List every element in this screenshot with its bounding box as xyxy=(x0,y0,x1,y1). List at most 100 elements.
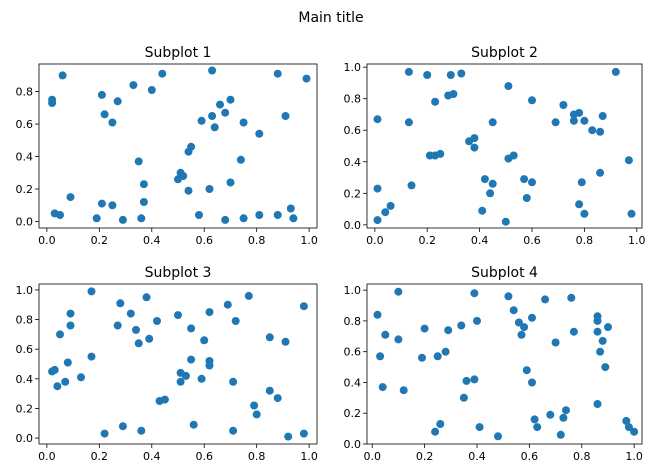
x-tick: 0.0 xyxy=(366,228,384,247)
scatter-point xyxy=(187,324,196,333)
scatter-point xyxy=(273,394,282,403)
scatter-point xyxy=(449,90,458,98)
scatter-point xyxy=(58,71,67,80)
scatter-point xyxy=(404,118,413,127)
scatter-point xyxy=(216,100,224,109)
scatter-point xyxy=(622,416,631,425)
x-tick: 0.2 xyxy=(91,228,109,247)
scatter-point xyxy=(158,69,167,78)
scatter-point xyxy=(630,427,639,436)
scatter-point xyxy=(522,194,531,202)
scatter-point xyxy=(475,423,484,432)
x-tick-label: 0.4 xyxy=(468,450,486,463)
scatter-point xyxy=(444,326,453,335)
scatter-point xyxy=(528,178,536,187)
scatter-point xyxy=(567,293,576,302)
scatter-point xyxy=(569,116,578,125)
scatter-point xyxy=(601,363,610,372)
scatter-point xyxy=(598,336,607,345)
scatter-point xyxy=(596,127,605,136)
scatter-point xyxy=(556,430,565,439)
scatter-point xyxy=(97,90,106,99)
scatter-point xyxy=(501,217,510,226)
x-tick-label: 0.2 xyxy=(91,450,109,463)
x-tick-label: 1.0 xyxy=(300,450,318,463)
scatter-point xyxy=(528,313,536,322)
y-tick: 1.0 xyxy=(344,284,367,297)
y-tick: 0.6 xyxy=(16,343,39,356)
x-tick: 0.2 xyxy=(91,444,109,463)
subplot-title: Subplot 4 xyxy=(471,265,538,281)
scatter-point xyxy=(48,95,57,104)
scatter-point xyxy=(559,101,568,109)
x-tick-label: 0.4 xyxy=(471,234,489,247)
y-tick: 0.2 xyxy=(16,183,39,196)
scatter-point xyxy=(551,338,560,347)
scatter-point xyxy=(289,214,298,223)
y-tick: 0.2 xyxy=(344,187,367,200)
scatter-point xyxy=(504,292,513,301)
scatter-point xyxy=(494,432,502,441)
scatter-point xyxy=(221,108,230,117)
x-tick-label: 1.0 xyxy=(300,234,318,247)
x-tick: 0.6 xyxy=(523,228,541,247)
y-tick-label: 0.6 xyxy=(344,346,362,359)
x-tick-label: 0.0 xyxy=(363,450,381,463)
scatter-points xyxy=(373,67,636,226)
scatter-point xyxy=(399,386,408,395)
scatter-point xyxy=(593,312,602,321)
scatter-point xyxy=(431,97,440,106)
x-tick: 0.4 xyxy=(468,444,486,463)
scatter-point xyxy=(63,358,72,367)
scatter-points xyxy=(48,287,308,441)
x-tick: 0.0 xyxy=(363,444,381,463)
y-tick: 0.2 xyxy=(16,402,39,415)
scatter-point xyxy=(470,134,479,143)
subplot-2: Subplot 2 0.0 0.2 0.4 0.6 0.8 1.0 0.0 0.2 0.4 0.6 0… xyxy=(344,45,646,247)
scatter-point xyxy=(139,198,148,206)
scatter-point xyxy=(160,395,169,404)
y-tick-label: 0.0 xyxy=(344,219,362,232)
scatter-point xyxy=(381,330,390,339)
subplot-3: Subplot 3 0.0 0.2 0.4 0.6 0.8 1.0 0.0 0.2 0.4 0.6 0… xyxy=(16,265,318,463)
y-tick-label: 0.4 xyxy=(16,151,34,164)
scatter-point xyxy=(378,383,387,392)
x-tick: 0.4 xyxy=(471,228,489,247)
x-tick: 0.4 xyxy=(143,444,161,463)
scatter-point xyxy=(575,108,584,117)
scatter-point xyxy=(284,432,293,441)
scatter-point xyxy=(596,347,605,356)
y-tick: 0.6 xyxy=(344,124,367,137)
x-tick: 0.6 xyxy=(521,444,538,463)
x-tick-label: 0.2 xyxy=(91,234,109,247)
scatter-point xyxy=(546,410,555,419)
x-tick-label: 0.4 xyxy=(143,234,161,247)
scatter-point xyxy=(504,82,513,91)
scatter-point xyxy=(470,289,479,298)
subplot-title: Subplot 2 xyxy=(471,45,538,61)
y-tick: 0.0 xyxy=(16,432,39,445)
scatter-point xyxy=(195,211,203,219)
scatter-point xyxy=(118,215,127,224)
y-tick-label: 0.6 xyxy=(16,343,34,356)
scatter-point xyxy=(470,143,479,152)
y-tick-label: 0.8 xyxy=(344,93,362,106)
scatter-point xyxy=(231,317,240,325)
scatter-point xyxy=(551,118,560,127)
scatter-point xyxy=(520,323,529,332)
y-tick-label: 0.2 xyxy=(344,187,362,200)
subplot-4: Subplot 4 0.0 0.2 0.4 0.6 0.8 1.0 0.0 0.2 0.4 0.6 0… xyxy=(344,265,643,463)
scatter-point xyxy=(116,299,125,308)
scatter-point xyxy=(226,178,235,187)
y-tick: 0.4 xyxy=(16,373,39,386)
scatter-point xyxy=(373,216,382,225)
scatter-point xyxy=(286,204,295,213)
y-tick-label: 0.6 xyxy=(16,118,34,131)
x-tick: 0.4 xyxy=(143,228,161,247)
scatter-point xyxy=(250,401,259,410)
scatter-point xyxy=(407,181,416,190)
x-tick: 1.0 xyxy=(625,444,643,463)
y-tick-label: 1.0 xyxy=(344,284,362,297)
axes-frame xyxy=(366,283,643,445)
scatter-point xyxy=(226,95,235,104)
